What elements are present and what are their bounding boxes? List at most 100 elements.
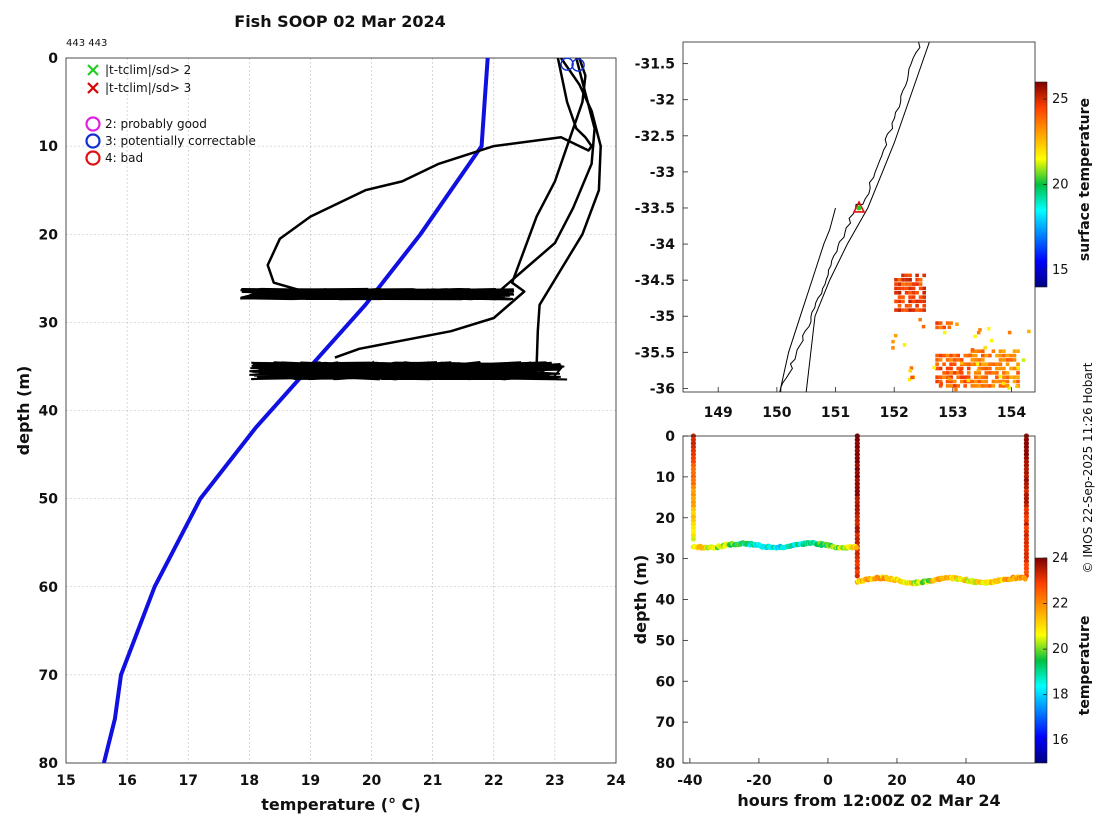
sst-cell: [959, 366, 964, 371]
profile-point: [854, 569, 860, 575]
y-axis-label: depth (m): [14, 366, 33, 456]
sst-cell: [945, 358, 950, 362]
sst-cell: [945, 353, 950, 358]
sst-cell: [970, 353, 975, 358]
sst-cell: [981, 375, 985, 379]
profile-line: [334, 58, 587, 359]
sst-cell: [963, 353, 967, 358]
legend-label: |t-tclim|/sd> 3: [105, 81, 191, 95]
coastline: [780, 42, 921, 392]
sst-cell: [897, 282, 902, 286]
tow-band: [240, 287, 515, 301]
time-y-tick-label: 80: [656, 756, 676, 772]
sst-cell: [942, 375, 946, 379]
sst-cell: [922, 273, 926, 278]
sst-cell: [915, 291, 919, 295]
profile-point: [854, 477, 860, 483]
sst-cell: [894, 308, 898, 312]
sst-cell: [904, 304, 909, 308]
sst-cell: [983, 345, 987, 350]
sst-cell: [908, 278, 912, 282]
profile-point: [854, 484, 860, 491]
sst-cell: [915, 273, 919, 278]
profile-point: [690, 484, 697, 491]
profile-line: [535, 58, 602, 367]
time-y-tick-label: 0: [665, 429, 675, 445]
sst-cell: [1016, 375, 1020, 379]
profile-point: [1023, 540, 1029, 546]
legend-cross-icon: [87, 64, 99, 76]
sst-cell: [970, 348, 975, 352]
profile-point: [1023, 547, 1029, 553]
sst-cell: [949, 379, 953, 384]
sst-cell: [918, 317, 922, 322]
sst-cell: [955, 322, 959, 326]
profile-point: [1023, 462, 1029, 468]
sst-cell: [945, 371, 950, 375]
legend-item: 4: bad: [85, 150, 143, 166]
profile-point: [854, 451, 860, 457]
profile-point: [690, 492, 697, 498]
sst-cell: [945, 384, 950, 388]
sst-cell: [911, 299, 916, 304]
figure-title: Fish SOOP 02 Mar 2024: [234, 12, 445, 31]
map-y-tick-label: -33.5: [635, 201, 675, 217]
sst-cell: [904, 308, 909, 312]
legend-circle-icon: [85, 150, 101, 166]
sst-cell: [932, 365, 936, 370]
sst-cell: [908, 304, 912, 308]
sst-cell: [952, 379, 957, 384]
sst-cell: [974, 375, 978, 379]
x-tick-label: 19: [301, 773, 320, 789]
flag-marker: [571, 58, 585, 72]
sst-cell: [974, 349, 978, 353]
sst-cell: [998, 362, 1003, 366]
flag-marker: [560, 57, 574, 71]
sst-cell: [1016, 379, 1020, 384]
sst-cell: [1021, 358, 1026, 362]
sst-cell: [963, 384, 967, 388]
sst-cell: [977, 362, 982, 366]
sst-cell: [897, 299, 902, 304]
sst-cell: [915, 282, 919, 286]
sst-cell: [935, 358, 939, 362]
colorbar-tick-label: 22: [1052, 597, 1069, 612]
y-tick-label: 70: [39, 668, 59, 684]
sst-cell: [945, 321, 950, 325]
surface-temperature-map: 149 150 151 152 153 154 -31.5 -32 -32.5 -33 -33.5 -…: [635, 41, 1093, 421]
sst-cell: [918, 278, 923, 282]
map-y-tick-label: -32.5: [635, 129, 675, 145]
sst-cell: [935, 379, 939, 384]
sst-cell: [952, 358, 957, 362]
sst-cell: [938, 366, 943, 371]
sst-cell: [922, 295, 926, 299]
profile-point: [854, 459, 860, 465]
time-x-axis-label: hours from 12:00Z 02 Mar 24: [737, 791, 1000, 810]
track-marker-icon: [852, 200, 866, 213]
sst-cell: [935, 325, 939, 330]
sst-cell: [977, 366, 982, 371]
time-y-tick-label: 20: [656, 511, 676, 527]
sst-cell: [911, 295, 916, 299]
profile-point: [854, 495, 860, 502]
sst-cell: [956, 375, 960, 379]
sst-cell: [945, 375, 950, 379]
map-y-tick-label: -34: [650, 237, 676, 253]
sst-cell: [981, 366, 985, 371]
sst-cell: [891, 346, 895, 350]
profile-point: [690, 499, 697, 505]
colorbar-tick-label: 16: [1052, 733, 1069, 748]
sst-cell: [995, 366, 999, 371]
profile-point: [1023, 518, 1029, 524]
sst-cell: [894, 291, 898, 295]
legend-item: |t-tclim|/sd> 3: [87, 81, 191, 95]
sst-cell: [949, 371, 953, 375]
map-content: [779, 42, 1031, 392]
sst-cell: [998, 366, 1003, 371]
sst-cell: [991, 362, 996, 366]
colorbar-tick-label: 20: [1052, 178, 1069, 193]
plot-series: [101, 58, 602, 763]
profile-point: [854, 565, 860, 572]
profile-point: [690, 437, 697, 443]
